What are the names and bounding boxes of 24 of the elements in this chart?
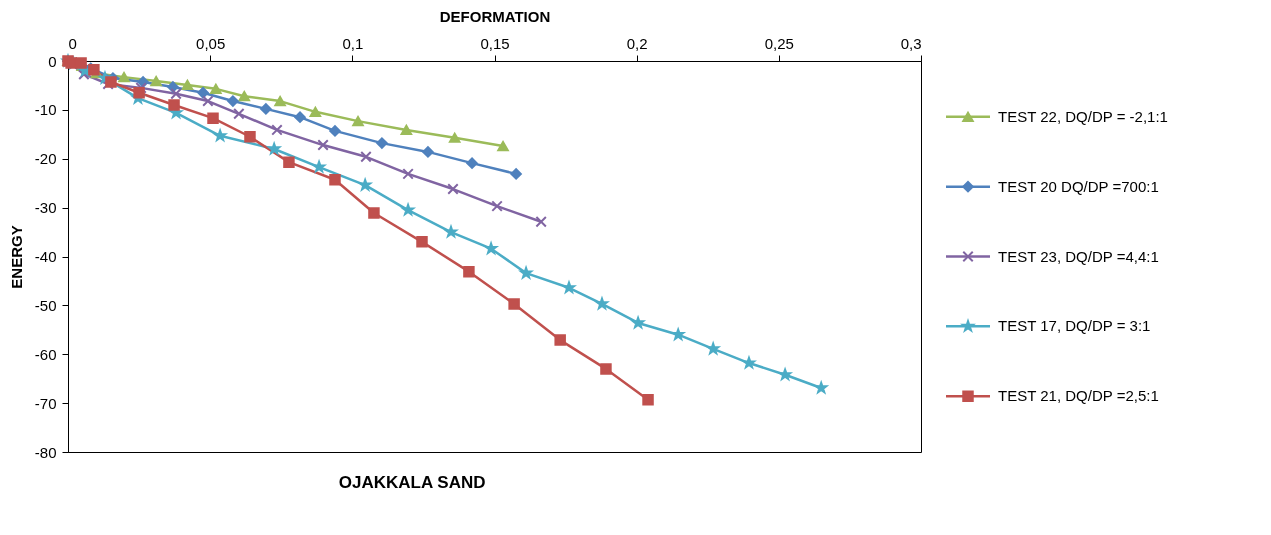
y-tick-label: -70 — [34, 394, 57, 412]
x-tick-label: 0,15 — [480, 34, 510, 52]
x-tick-label: 0,3 — [900, 34, 922, 52]
y-tick-label: -60 — [34, 345, 57, 363]
y-tick-label: -10 — [34, 101, 57, 119]
y-tick-label: -20 — [34, 150, 57, 168]
x-tick-label: 0,05 — [196, 34, 226, 52]
legend-label: TEST 17, DQ/DP = 3:1 — [998, 317, 1151, 335]
x-tick-label: 0 — [68, 34, 77, 52]
x-tick-label: 0,1 — [342, 34, 364, 52]
x-axis-title: DEFORMATION — [439, 7, 551, 25]
legend-label: TEST 22, DQ/DP = -2,1:1 — [998, 107, 1168, 125]
y-tick-label: -80 — [34, 443, 57, 461]
x-tick-label: 0,25 — [764, 34, 794, 52]
y-tick-label: -50 — [34, 296, 57, 314]
y-axis-title: ENERGY — [7, 225, 25, 289]
legend-label: TEST 23, DQ/DP =4,4:1 — [998, 247, 1159, 265]
legend-label: TEST 20 DQ/DP =700:1 — [998, 177, 1159, 195]
text: OJAKKALA SAND — [338, 472, 486, 492]
x-tick-label: 0,2 — [626, 34, 648, 52]
y-tick-label: -30 — [34, 199, 57, 217]
legend-label: TEST 21, DQ/DP =2,5:1 — [998, 387, 1159, 405]
y-tick-label: 0 — [48, 52, 57, 70]
y-tick-label: -40 — [34, 248, 57, 265]
